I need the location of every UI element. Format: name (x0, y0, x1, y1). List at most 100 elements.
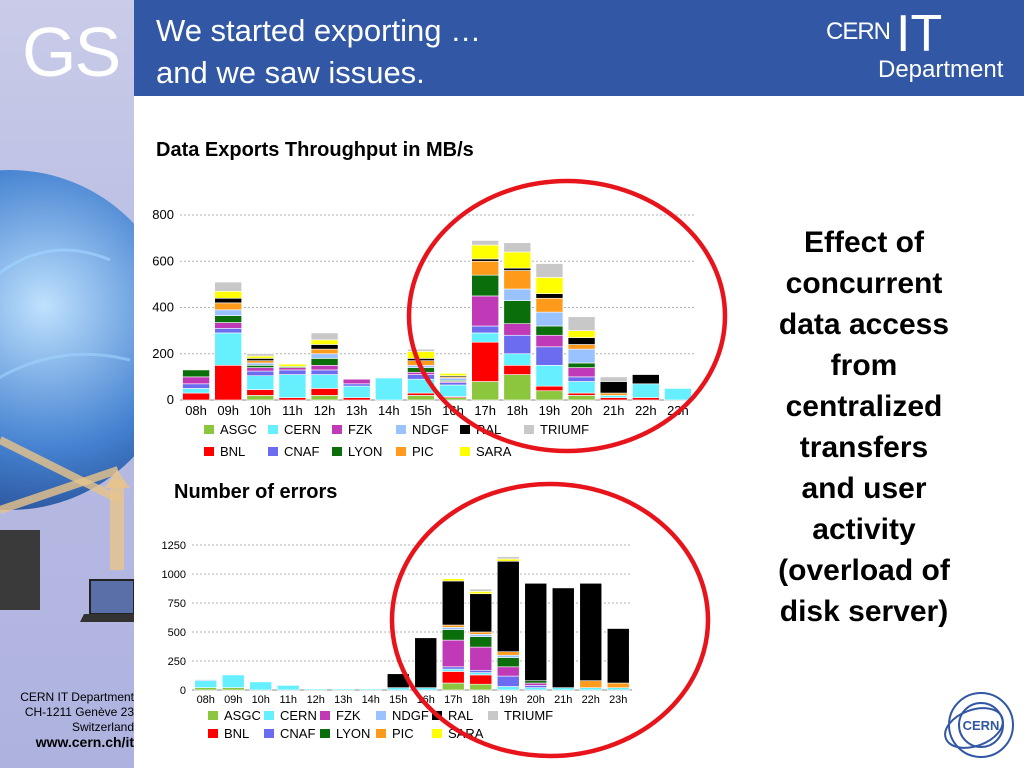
bar-segment-ral-21h (599, 381, 628, 394)
bar-segment-ndgf-20h (567, 348, 596, 364)
legend-swatch-bnl (204, 447, 214, 456)
bar-segment-pic-23h (606, 682, 630, 688)
legend-label-bnl: BNL (220, 444, 245, 459)
bar-segment-sara-19h (535, 277, 564, 294)
bar-segment-cern-08h (194, 680, 218, 688)
legend-label-asgc: ASGC (224, 708, 261, 723)
legend-label-triumf: TRIUMF (540, 422, 589, 437)
bar-segment-lyon-09h (214, 315, 242, 323)
bar-segment-sara-17h (441, 578, 465, 582)
legend-swatch-pic (396, 447, 406, 456)
bar-segment-triumf-17h (471, 240, 499, 246)
bar-segment-ral-17h (471, 258, 499, 262)
bar-segment-cnaf-17h (471, 325, 499, 334)
x-tick-label: 20h (527, 694, 545, 706)
bar-segment-cern-21h (599, 395, 628, 398)
bar-segment-cern-23h (606, 687, 630, 691)
gs-logo: GS (22, 13, 121, 91)
legend-swatch-sara (460, 447, 470, 456)
bar-segment-lyon-17h (441, 629, 465, 641)
bar-segment-fzk-13h (342, 378, 371, 385)
bar-segment-pic-19h (496, 651, 520, 656)
bar-segment-ral-19h (535, 293, 564, 299)
legend-swatch-cern (268, 425, 278, 434)
bar-segment-sara-19h (496, 558, 520, 562)
x-tick-label: 13h (346, 403, 368, 418)
legend-swatch-cern (264, 711, 274, 720)
legend-label-ral: RAL (448, 708, 473, 723)
bar-segment-lyon-19h (496, 657, 520, 668)
logo-it-text: IT (896, 5, 943, 63)
legend-label-pic: PIC (412, 444, 434, 459)
legend-swatch-ndgf (376, 711, 386, 720)
bar-segment-cern-11h (276, 685, 300, 691)
network-graphic (0, 170, 134, 622)
bar-segment-ral-20h (567, 337, 596, 345)
x-tick-label: 18h (506, 403, 528, 418)
bar-segment-fzk-10h (246, 367, 275, 372)
legend-swatch-ral (460, 425, 470, 434)
bar-segment-ral-19h (496, 560, 520, 653)
y-tick-label: 500 (168, 627, 186, 639)
bar-segment-sara-18h (503, 251, 532, 269)
cern-it-logo: CERN IT Department (816, 5, 1016, 84)
legend-swatch-sara (432, 729, 442, 738)
bar-segment-cern-23h (664, 388, 692, 401)
bar-segment-cern-14h (375, 377, 403, 401)
bar-segment-fzk-19h (496, 666, 520, 677)
bar-segment-cern-19h (535, 365, 564, 387)
bar-segment-ndgf-08h (194, 679, 218, 682)
bar-segment-fzk-12h (310, 365, 339, 371)
bar-segment-sara-12h (310, 339, 339, 345)
bar-segment-cnaf-20h (524, 685, 548, 688)
bar-segment-cnaf-18h (469, 669, 493, 673)
bar-segment-lyon-08h (182, 369, 210, 378)
y-tick-label: 250 (168, 656, 186, 668)
bar-segment-cnaf-10h (246, 370, 275, 377)
slide-title: We started exporting … and we saw issues… (156, 13, 482, 90)
bar-segment-lyon-15h (407, 367, 435, 373)
x-tick-label: 14h (378, 403, 400, 418)
bar-segment-ral-18h (469, 593, 493, 633)
bar-segment-cnaf-16h (439, 382, 467, 386)
footer-url[interactable]: www.cern.ch/it (35, 734, 134, 750)
bar-segment-cern-18h (503, 353, 532, 366)
bar-segment-ndgf-16h (439, 377, 467, 381)
throughput-chart: 0 200 400 600 800 08h 09h 10h 11h 12h 13h 14h 15h 16h… (152, 207, 694, 459)
x-tick-label: 12h (314, 403, 336, 418)
bar-segment-cern-11h (278, 374, 307, 398)
bar-segment-ndgf-10h (246, 362, 275, 366)
bar-segment-ral-17h (441, 580, 465, 626)
bar-segment-ral-15h (386, 673, 410, 688)
legend-swatch-triumf (524, 425, 534, 434)
bar-segment-ndgf-18h (469, 634, 493, 637)
chart2-title: Number of errors (174, 481, 338, 503)
bar-segment-asgc-18h (503, 374, 532, 401)
legend-label-fzk: FZK (348, 422, 373, 437)
x-tick-label: 11h (279, 694, 297, 706)
bar-segment-cnaf-17h (441, 666, 465, 670)
bar-segment-ral-15h (407, 358, 435, 361)
bar-segment-pic-18h (469, 631, 493, 635)
bar-segment-lyon-12h (310, 358, 339, 366)
bar-segment-cern-09h (214, 332, 242, 366)
legend-label-triumf: TRIUMF (504, 708, 553, 723)
bar-segment-cern-20h (567, 381, 596, 394)
bar-segment-lyon-20h (567, 362, 596, 368)
legend-label-cnaf: CNAF (280, 726, 315, 741)
legend-label-lyon: LYON (348, 444, 382, 459)
bar-segment-pic-10h (246, 360, 275, 364)
footer-line3: Switzerland (71, 720, 134, 734)
bar-segment-bnl-21h (599, 397, 628, 401)
bar-segment-cnaf-13h (342, 383, 371, 387)
bar-segment-fzk-08h (182, 376, 210, 385)
bar-segment-lyon-20h (524, 680, 548, 684)
legend-swatch-lyon (332, 447, 342, 456)
bar-segment-fzk-09h (214, 322, 242, 329)
bar-segment-pic-12h (310, 348, 339, 355)
y-tick-label: 400 (152, 300, 174, 315)
bar-segment-sara-18h (469, 591, 493, 595)
bar-segment-lyon-18h (469, 636, 493, 648)
y-tick-label: 0 (180, 685, 186, 697)
legend-label-lyon: LYON (336, 726, 370, 741)
